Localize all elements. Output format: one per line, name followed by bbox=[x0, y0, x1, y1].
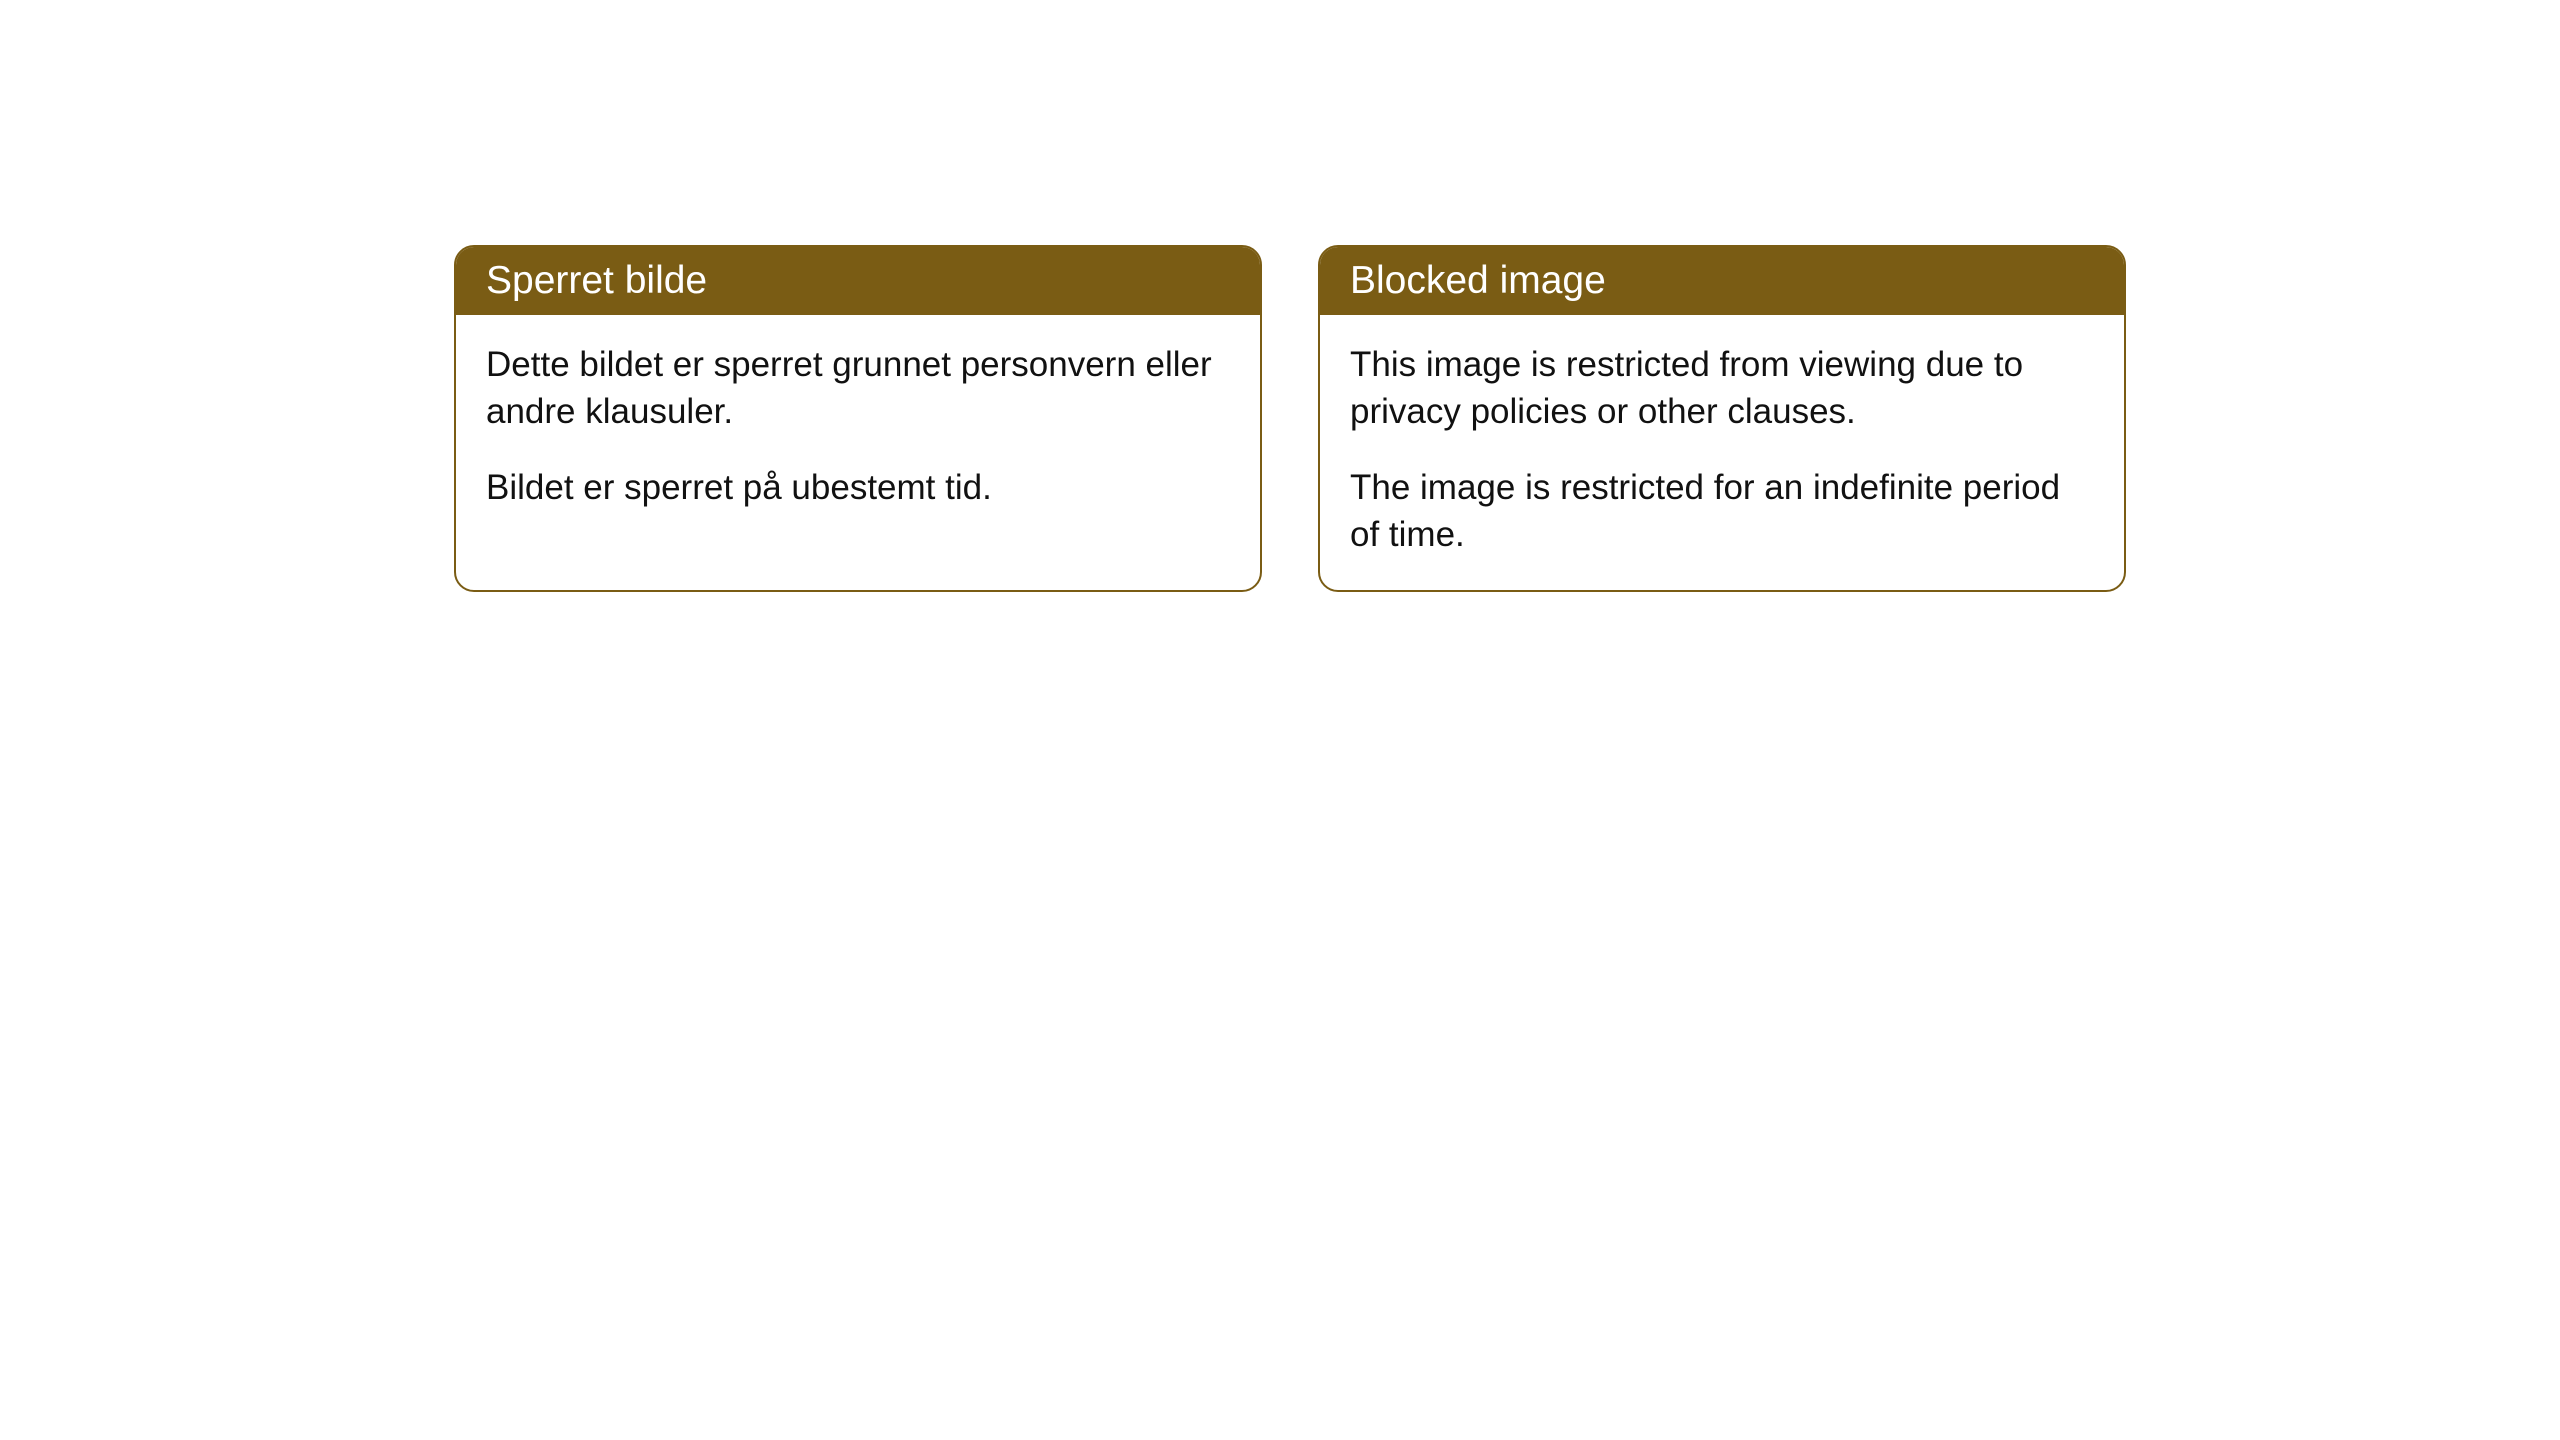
card-title-english: Blocked image bbox=[1350, 259, 1606, 302]
notice-cards-container: Sperret bilde Dette bildet er sperret gr… bbox=[454, 245, 2126, 592]
card-paragraph-2-english: The image is restricted for an indefinit… bbox=[1350, 464, 2094, 559]
card-body-english: This image is restricted from viewing du… bbox=[1320, 315, 2124, 590]
card-paragraph-1-norwegian: Dette bildet er sperret grunnet personve… bbox=[486, 341, 1230, 436]
card-header-english: Blocked image bbox=[1320, 247, 2124, 315]
card-header-norwegian: Sperret bilde bbox=[456, 247, 1260, 315]
card-paragraph-2-norwegian: Bildet er sperret på ubestemt tid. bbox=[486, 464, 1230, 511]
card-paragraph-1-english: This image is restricted from viewing du… bbox=[1350, 341, 2094, 436]
card-title-norwegian: Sperret bilde bbox=[486, 259, 707, 302]
blocked-image-card-norwegian: Sperret bilde Dette bildet er sperret gr… bbox=[454, 245, 1262, 592]
blocked-image-card-english: Blocked image This image is restricted f… bbox=[1318, 245, 2126, 592]
card-body-norwegian: Dette bildet er sperret grunnet personve… bbox=[456, 315, 1260, 543]
